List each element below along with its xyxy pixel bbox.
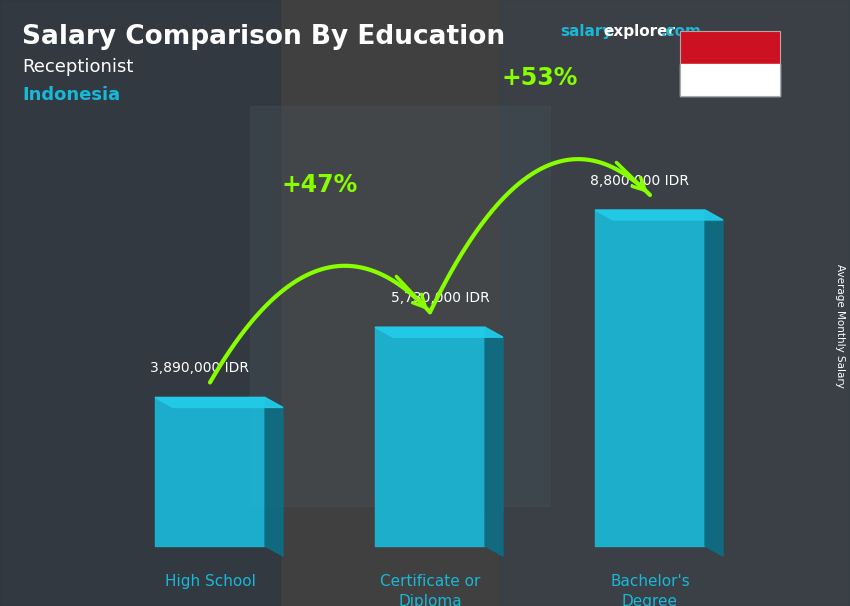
- Polygon shape: [705, 210, 723, 556]
- Text: Certificate or
Diploma: Certificate or Diploma: [380, 574, 480, 606]
- Bar: [500, 0, 850, 606]
- Polygon shape: [595, 210, 723, 220]
- Text: High School: High School: [165, 574, 256, 589]
- Text: .com: .com: [660, 24, 701, 39]
- Text: Receptionist: Receptionist: [22, 58, 133, 76]
- Text: 5,730,000 IDR: 5,730,000 IDR: [391, 291, 490, 305]
- Polygon shape: [375, 327, 503, 337]
- Text: explorer: explorer: [604, 24, 675, 39]
- Text: Salary Comparison By Education: Salary Comparison By Education: [22, 24, 505, 50]
- Text: +47%: +47%: [282, 173, 358, 197]
- Bar: [680, 64, 780, 96]
- Bar: [250, 106, 550, 506]
- Bar: [0, 0, 280, 606]
- Text: 3,890,000 IDR: 3,890,000 IDR: [150, 361, 250, 376]
- Text: salary: salary: [560, 24, 612, 39]
- Text: Indonesia: Indonesia: [22, 86, 120, 104]
- Bar: [595, 210, 705, 546]
- Polygon shape: [265, 398, 283, 556]
- Polygon shape: [155, 398, 283, 407]
- Bar: [155, 398, 265, 546]
- Text: 8,800,000 IDR: 8,800,000 IDR: [591, 174, 689, 188]
- Text: Bachelor's
Degree: Bachelor's Degree: [610, 574, 690, 606]
- Bar: [680, 31, 780, 96]
- Polygon shape: [485, 327, 503, 556]
- Text: Average Monthly Salary: Average Monthly Salary: [835, 264, 845, 388]
- Bar: [680, 31, 780, 64]
- Bar: [375, 327, 485, 546]
- Text: +53%: +53%: [502, 66, 578, 90]
